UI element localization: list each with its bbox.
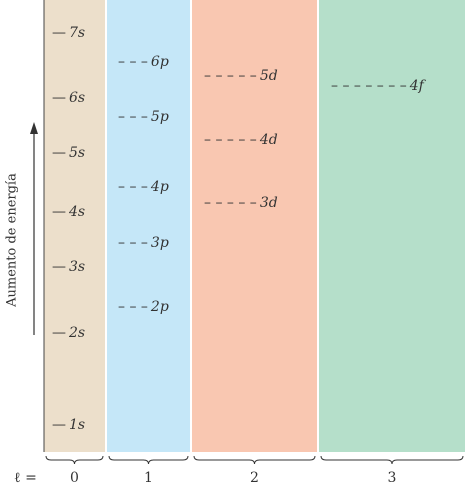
energy-level-6s: —6s xyxy=(52,90,85,106)
brace-l0 xyxy=(45,455,104,465)
energy-arrow-icon xyxy=(30,0,45,452)
energy-level-2s: —2s xyxy=(52,325,85,341)
level-label: 4s xyxy=(69,204,86,220)
level-label: 6s xyxy=(69,90,86,106)
level-label: 3d xyxy=(259,195,278,211)
level-marker: – – – – – xyxy=(204,132,257,148)
energy-level-2p: – – –2p xyxy=(118,299,169,315)
level-marker: – – – xyxy=(118,299,148,315)
level-marker: — xyxy=(52,90,66,106)
column-l3-panel xyxy=(319,0,465,452)
level-label: 4d xyxy=(259,132,278,148)
level-label: 5p xyxy=(150,109,169,125)
energy-level-4p: – – –4p xyxy=(118,179,169,195)
level-label: 5d xyxy=(259,68,278,84)
level-label: 3s xyxy=(69,259,86,275)
level-marker: – – – – – – – xyxy=(331,78,407,94)
level-marker: — xyxy=(52,145,66,161)
level-label: 5s xyxy=(69,145,86,161)
column-l2-panel xyxy=(192,0,317,452)
level-label: 2s xyxy=(69,325,86,341)
level-marker: — xyxy=(52,325,66,341)
energy-level-3d: – – – – –3d xyxy=(204,195,278,211)
energy-level-6p: – – –6p xyxy=(118,54,169,70)
energy-level-3s: —3s xyxy=(52,259,85,275)
column-l0-panel xyxy=(44,0,105,452)
energy-level-4d: – – – – –4d xyxy=(204,132,278,148)
level-marker: — xyxy=(52,417,66,433)
level-marker: – – – xyxy=(118,235,148,251)
l-value-0: 0 xyxy=(70,470,79,486)
level-label: 2p xyxy=(150,299,169,315)
level-marker: – – – xyxy=(118,54,148,70)
level-label: 1s xyxy=(69,417,86,433)
l-value-2: 2 xyxy=(250,470,259,486)
level-marker: – – – xyxy=(118,109,148,125)
energy-level-5d: – – – – –5d xyxy=(204,68,278,84)
l-symbol: ℓ = xyxy=(14,470,37,486)
level-label: 4p xyxy=(150,179,169,195)
brace-l3 xyxy=(320,455,464,465)
level-marker: – – – xyxy=(118,179,148,195)
energy-level-7s: —7s xyxy=(52,25,85,41)
l-value-1: 1 xyxy=(144,470,153,486)
level-marker: — xyxy=(52,25,66,41)
energy-level-1s: —1s xyxy=(52,417,85,433)
brace-l2 xyxy=(193,455,316,465)
level-marker: – – – – – xyxy=(204,195,257,211)
energy-level-3p: – – –3p xyxy=(118,235,169,251)
level-marker: — xyxy=(52,204,66,220)
energy-level-5p: – – –5p xyxy=(118,109,169,125)
level-marker: – – – – – xyxy=(204,68,257,84)
level-marker: — xyxy=(52,259,66,275)
energy-level-5s: —5s xyxy=(52,145,85,161)
energy-level-4f: – – – – – – –4f xyxy=(331,78,424,94)
energy-level-4s: —4s xyxy=(52,204,85,220)
level-label: 7s xyxy=(69,25,86,41)
column-l1-panel xyxy=(107,0,190,452)
level-label: 6p xyxy=(150,54,169,70)
l-braces xyxy=(45,455,464,465)
brace-l1 xyxy=(108,455,189,465)
l-value-3: 3 xyxy=(387,470,397,486)
level-label: 4f xyxy=(409,78,424,94)
level-label: 3p xyxy=(150,235,169,251)
